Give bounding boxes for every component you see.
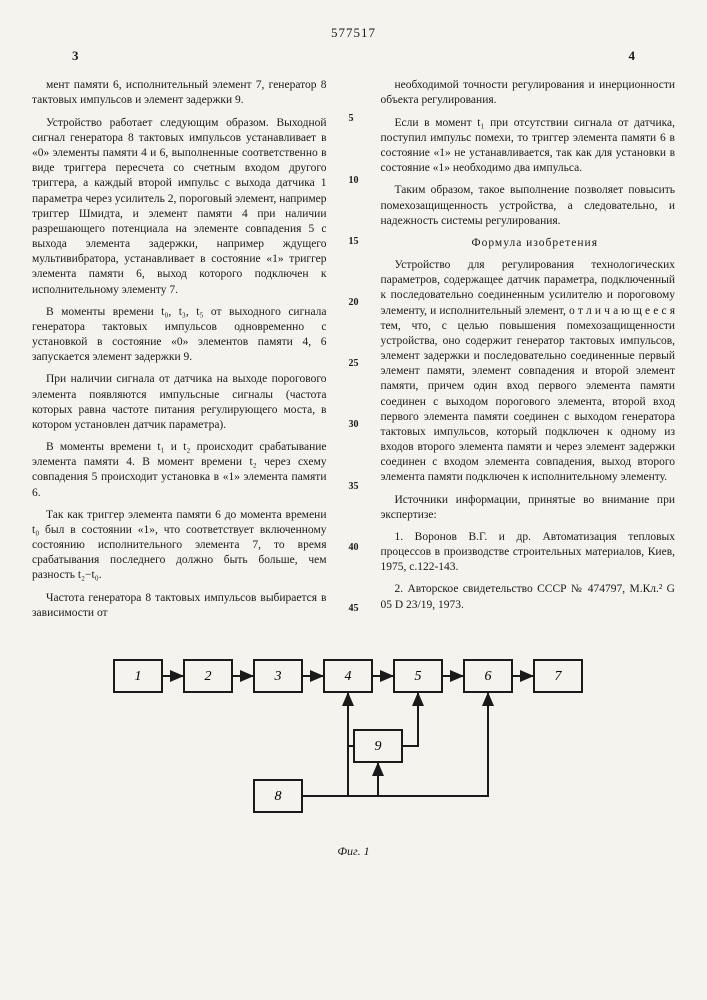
body-paragraph: Частота генератора 8 тактовых импульсов … (32, 591, 327, 621)
svg-text:5: 5 (414, 669, 421, 684)
line-number: 15 (349, 237, 359, 247)
svg-text:3: 3 (273, 669, 281, 684)
page-numbers: 3 4 (72, 47, 635, 64)
line-number: 5 (349, 114, 359, 124)
line-number-gutter: 5 10 15 20 25 30 35 40 45 (349, 78, 359, 628)
line-number: 20 (349, 298, 359, 308)
document-number: 577517 (32, 24, 675, 41)
svg-text:1: 1 (134, 669, 141, 684)
body-paragraph: При наличии сигнала от датчика на выходе… (32, 372, 327, 433)
svg-text:4: 4 (344, 669, 351, 684)
line-number: 45 (349, 604, 359, 614)
line-number: 30 (349, 420, 359, 430)
formula-heading: Формула изобретения (381, 236, 676, 251)
figure-1: 1 2 3 4 5 6 7 9 8 Фиг. 1 (32, 650, 675, 860)
body-paragraph: мент памяти 6, исполнительный элемент 7,… (32, 78, 327, 108)
body-paragraph: Таким образом, такое выполнение позволяе… (381, 183, 676, 229)
line-number: 10 (349, 176, 359, 186)
page-num-left: 3 (72, 47, 79, 64)
page-num-right: 4 (629, 47, 636, 64)
body-paragraph: В моменты времени t₀, t₃, t₅ от выходног… (32, 305, 327, 366)
sources-heading: Источники информации, принятые во вниман… (381, 493, 676, 523)
svg-text:6: 6 (484, 669, 491, 684)
figure-caption: Фиг. 1 (32, 844, 675, 860)
line-number: 35 (349, 482, 359, 492)
line-number: 25 (349, 359, 359, 369)
block-diagram: 1 2 3 4 5 6 7 9 8 (84, 650, 624, 840)
body-paragraph: Если в момент t₁ при отсутствии сигнала … (381, 116, 676, 177)
right-column: необходимой точности регулирования и ине… (381, 78, 676, 628)
line-number: 40 (349, 543, 359, 553)
svg-text:8: 8 (274, 789, 281, 804)
svg-text:2: 2 (204, 669, 211, 684)
formula-paragraph: Устройство для регулирования технологиче… (381, 258, 676, 486)
svg-text:7: 7 (554, 669, 562, 684)
svg-text:9: 9 (374, 739, 381, 754)
source-item: 1. Воронов В.Г. и др. Автоматизация тепл… (381, 530, 676, 576)
two-column-body: мент памяти 6, исполнительный элемент 7,… (32, 78, 675, 628)
body-paragraph: Так как триггер элемента памяти 6 до мом… (32, 508, 327, 584)
left-column: мент памяти 6, исполнительный элемент 7,… (32, 78, 327, 628)
body-paragraph: Устройство работает следующим образом. В… (32, 116, 327, 298)
body-paragraph: В моменты времени t₁ и t₂ происходит сра… (32, 440, 327, 501)
body-paragraph: необходимой точности регулирования и ине… (381, 78, 676, 108)
source-item: 2. Авторское свидетельство СССР № 474797… (381, 582, 676, 612)
